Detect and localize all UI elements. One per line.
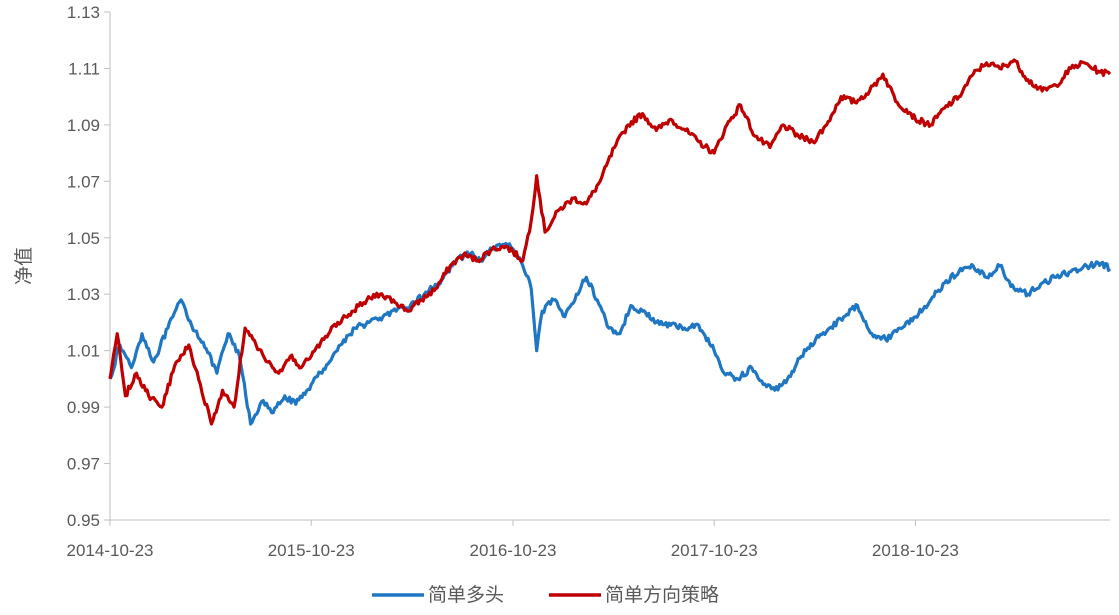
legend-label-1: 简单多头: [428, 584, 504, 606]
y-tick-label: 0.95: [67, 511, 100, 530]
x-tick-label: 2016-10-23: [469, 541, 556, 560]
y-axis-title: 净值: [13, 247, 35, 285]
legend: 简单多头 简单方向策略: [372, 584, 719, 606]
y-axis: 0.95 0.97 0.99 1.01 1.03 1.05 1.07 1.09 1.11 1.13: [67, 3, 111, 530]
y-tick-label: 1.05: [67, 229, 100, 248]
y-tick-label: 1.03: [67, 285, 100, 304]
y-tick-label: 1.13: [67, 3, 100, 22]
series-line-1: [108, 241, 1112, 426]
y-tick-label: 1.09: [67, 116, 100, 135]
series-line-2: [108, 58, 1112, 426]
y-tick-label: 1.07: [67, 172, 100, 191]
x-tick-label: 2015-10-23: [268, 541, 355, 560]
y-tick-label: 1.01: [67, 342, 100, 361]
y-tick-label: 0.97: [67, 455, 100, 474]
x-axis: 2014-10-23 2015-10-23 2016-10-23 2017-10-23…: [67, 519, 1110, 560]
x-tick-label: 2017-10-23: [671, 541, 758, 560]
series-layer: [108, 58, 1112, 426]
x-tick-label: 2014-10-23: [67, 541, 154, 560]
y-tick-label: 1.11: [68, 59, 100, 78]
y-tick-label: 0.99: [67, 398, 100, 417]
legend-label-2: 简单方向策略: [605, 584, 719, 606]
x-tick-label: 2018-10-23: [872, 541, 959, 560]
